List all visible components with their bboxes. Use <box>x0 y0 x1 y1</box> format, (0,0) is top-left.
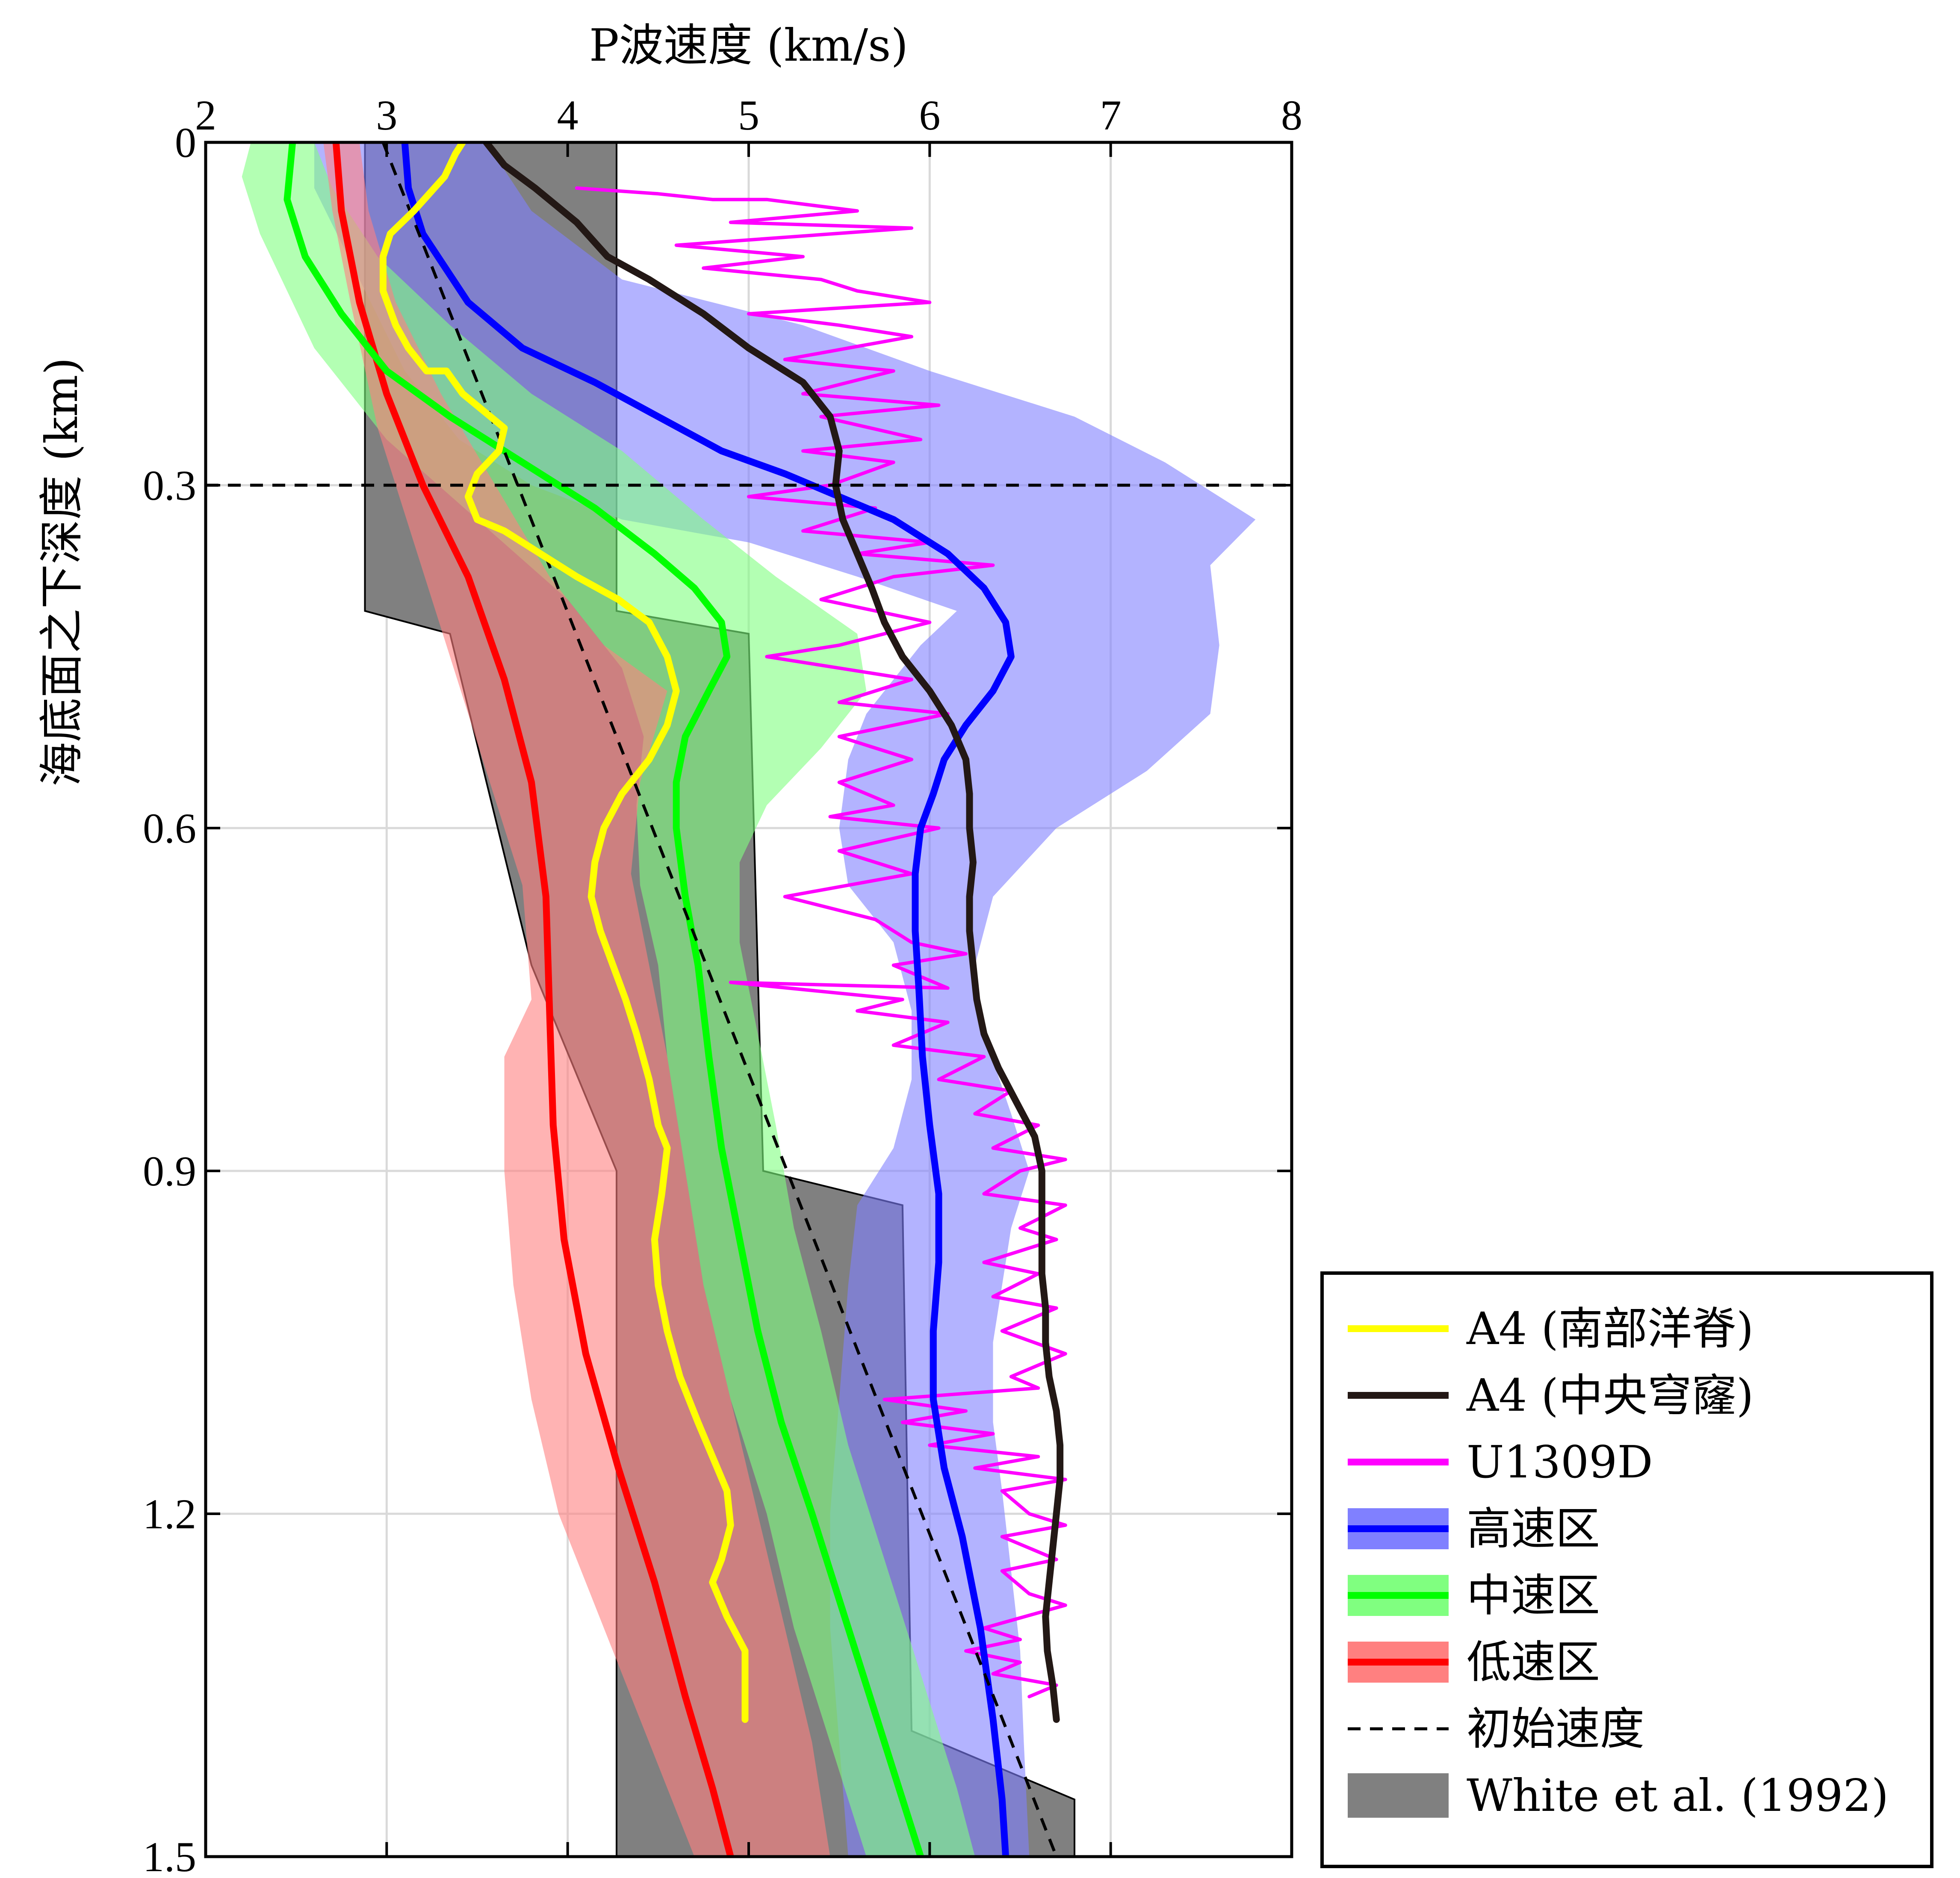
y-axis-title: 海底面之下深度 (km) <box>35 357 88 787</box>
legend-box <box>1320 1271 1933 1868</box>
legend-initial-velocity-label: 初始速度 <box>1467 1703 1644 1755</box>
y-tick-label: 1.5 <box>143 1833 196 1878</box>
x-tick-label: 3 <box>376 91 397 139</box>
y-tick-label: 0.3 <box>143 462 196 509</box>
legend-u1309d-label: U1309D <box>1467 1436 1653 1488</box>
u1309d-line <box>575 186 1067 1698</box>
axes <box>204 141 1293 1858</box>
x-tick-label: 8 <box>1281 91 1302 139</box>
x-axis-title: P波速度 (km/s) <box>589 19 908 71</box>
x-tick-label: 7 <box>1100 91 1122 139</box>
legend-a4-central-dome-label: A4 (中央穹窿) <box>1466 1369 1753 1421</box>
velocity-lines <box>206 142 1292 1857</box>
a4-central-dome-line <box>483 142 1064 1723</box>
y-tick-label: 1.2 <box>143 1490 196 1538</box>
tick-labels: 2 3 4 5 6 7 8 0 0.3 0.6 0.9 1.2 1.5 <box>143 91 1302 1878</box>
x-tick-label: 5 <box>738 91 759 139</box>
legend-white-1992-label: White et al. (1992) <box>1467 1769 1889 1822</box>
y-tick-label: 0.9 <box>143 1147 196 1195</box>
a4-south-ridge-line <box>379 142 749 1723</box>
legend-mid-velocity-label: 中速区 <box>1467 1569 1600 1622</box>
x-tick-label: 6 <box>919 91 940 139</box>
low-velocity-line <box>332 142 734 1857</box>
velocity-bands <box>242 142 1256 1857</box>
mid-velocity-line <box>283 142 924 1857</box>
initial-velocity-line <box>381 142 1058 1857</box>
x-tick-label: 4 <box>557 91 579 139</box>
high-velocity-band <box>314 142 1256 1857</box>
y-tick-label: 0.6 <box>143 805 196 852</box>
legend-high-velocity-label: 高速区 <box>1467 1503 1600 1555</box>
legend-white-1992-swatch <box>1348 1773 1449 1818</box>
x-tick-label: 2 <box>195 91 216 139</box>
y-tick-label: 0 <box>175 119 196 166</box>
legend-low-velocity-label: 低速区 <box>1467 1636 1600 1688</box>
legend-a4-south-ridge-label: A4 (南部洋脊) <box>1466 1303 1753 1355</box>
high-velocity-line <box>401 142 1015 1857</box>
mid-velocity-band <box>242 142 975 1857</box>
